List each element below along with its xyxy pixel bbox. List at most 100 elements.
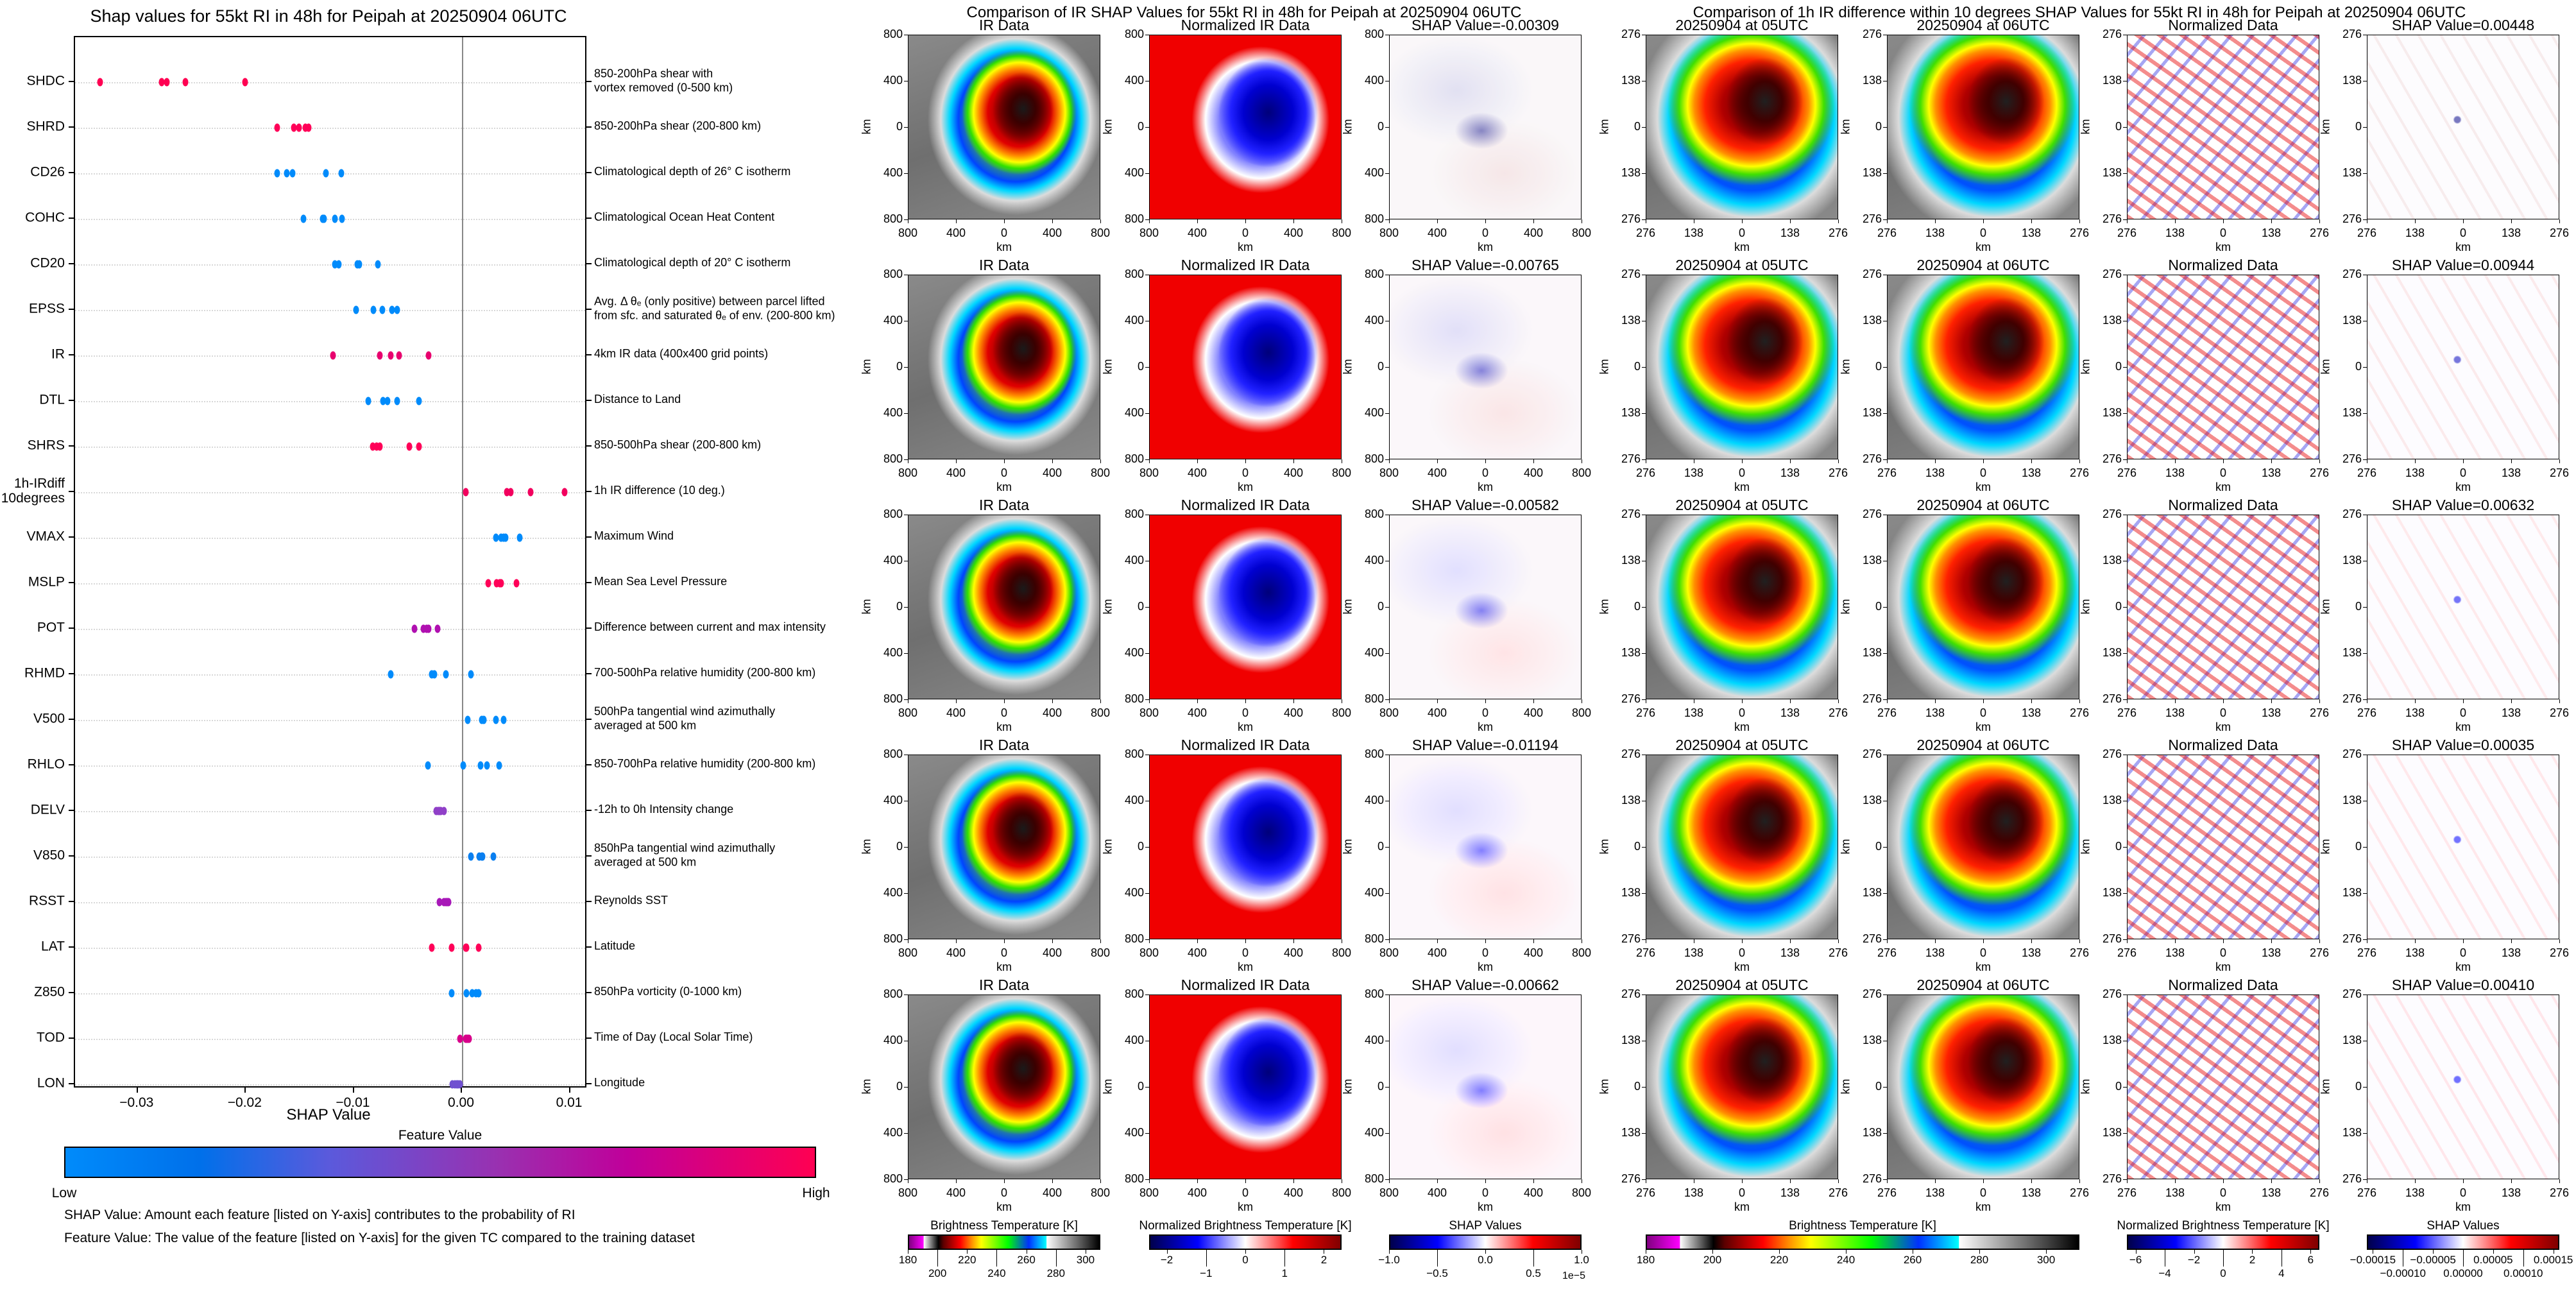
y-tick	[1883, 653, 1887, 654]
image-panel	[908, 755, 1100, 939]
y-tick-label: 138	[1621, 794, 1641, 807]
gridline	[75, 993, 585, 994]
colorbar-tick	[2252, 1250, 2253, 1254]
right-tick	[586, 491, 592, 492]
y-tick-label: 400	[883, 794, 903, 807]
colorbar-tick	[1166, 1250, 1168, 1254]
y-tick	[904, 459, 908, 460]
x-tick	[1935, 1179, 1936, 1183]
y-tick-label: 800	[1124, 692, 1144, 705]
y-axis-label: km	[2319, 599, 2332, 615]
y-tick-label: 0	[1137, 360, 1144, 373]
colorbar-tick-label: 200	[1703, 1254, 1722, 1266]
x-tick-label: 138	[2165, 466, 2185, 479]
data-point	[425, 624, 432, 633]
x-tick-label: 800	[898, 466, 918, 479]
x-tick-label: 138	[1925, 226, 1945, 239]
y-tick	[904, 1087, 908, 1088]
y-tick-label: 800	[883, 747, 903, 760]
x-tick	[1887, 219, 1888, 223]
y-tick	[69, 445, 74, 447]
y-tick	[1642, 653, 1646, 654]
x-tick	[1245, 939, 1246, 943]
y-axis-label: km	[1101, 839, 1114, 855]
panel-title: IR Data	[979, 257, 1029, 273]
y-tick-label: 0	[1377, 600, 1384, 613]
x-tick-label: 138	[2405, 706, 2425, 719]
y-tick	[1883, 1087, 1887, 1088]
image-panel	[1389, 275, 1582, 459]
x-axis-label: km	[2215, 481, 2231, 493]
y-tick-label: 800	[1364, 28, 1384, 40]
image-panel	[1646, 755, 1838, 939]
y-tick	[1145, 847, 1149, 848]
x-tick-label: 276	[2309, 706, 2330, 719]
y-tick	[1642, 1133, 1646, 1134]
y-tick	[1642, 1179, 1646, 1180]
x-axis-label: km	[2215, 1200, 2231, 1213]
colorbar-tick	[1485, 1250, 1486, 1254]
gridline	[75, 173, 585, 175]
y-tick	[69, 263, 74, 264]
gridline	[75, 948, 585, 949]
x-tick-label: 400	[1523, 946, 1544, 959]
x-tick	[2271, 1179, 2272, 1183]
image-panel	[2127, 35, 2319, 219]
x-tick-label: 400	[1187, 226, 1207, 239]
x-tick	[1838, 699, 1839, 703]
y-tick-label: 138	[1862, 554, 1882, 567]
y-tick-label: 800	[1124, 747, 1144, 760]
y-tick-label: 0	[1137, 840, 1144, 853]
right-tick	[586, 172, 592, 173]
x-tick	[1485, 699, 1486, 703]
colorbar-tick	[2523, 1250, 2524, 1267]
y-tick-label: 800	[1124, 212, 1144, 225]
x-tick	[1052, 699, 1053, 703]
y-tick-label: 800	[1364, 692, 1384, 705]
colorbar-title: Brightness Temperature [K]	[1789, 1219, 1936, 1233]
x-tick	[1245, 699, 1246, 703]
x-tick	[1052, 219, 1053, 223]
x-tick-label: 0	[1000, 466, 1008, 479]
x-tick	[1935, 699, 1936, 703]
x-tick-label: 138	[2501, 1186, 2521, 1199]
data-point	[274, 123, 280, 132]
y-tick	[1145, 939, 1149, 940]
y-tick-label: 276	[2102, 212, 2122, 225]
gridline	[75, 811, 585, 812]
y-tick-label: 138	[1862, 314, 1882, 327]
colorbar-tick-label: 240	[1836, 1254, 1855, 1266]
x-tick	[1742, 699, 1743, 703]
y-tick-label: 276	[2342, 692, 2362, 705]
y-tick-label: 400	[883, 886, 903, 899]
y-tick-label: COHC	[25, 210, 65, 225]
y-tick	[904, 1179, 908, 1180]
x-tick	[1485, 219, 1486, 223]
y-tick-label: 0	[1633, 840, 1641, 853]
x-tick-label: 138	[2021, 706, 2042, 719]
image-panel	[2127, 275, 2319, 459]
y-tick-label: 0	[2115, 1080, 2122, 1093]
y-tick-label: 800	[1124, 932, 1144, 945]
gridline	[75, 219, 585, 220]
x-tick	[2511, 459, 2512, 463]
y-axis-label: km	[860, 119, 873, 135]
y-tick-label: 0	[1377, 1080, 1384, 1093]
x-tick	[1983, 1179, 1984, 1183]
x-axis-label: km	[1975, 241, 1991, 253]
x-tick-label: 276	[2549, 1186, 2570, 1199]
y-tick-label: 276	[2342, 452, 2362, 465]
x-tick	[2127, 219, 2128, 223]
y-tick-label: 0	[1633, 360, 1641, 373]
gridline	[75, 310, 585, 311]
x-tick	[1533, 1179, 1534, 1183]
x-tick-label: 276	[2549, 706, 2570, 719]
colorbar-tick-label: 1.0	[1574, 1254, 1589, 1266]
x-tick	[1389, 939, 1390, 943]
x-tick-label: 0	[1979, 946, 1987, 959]
y-tick	[1385, 459, 1389, 460]
y-tick	[1883, 459, 1887, 460]
image-panel	[908, 994, 1100, 1179]
x-tick-label: 0	[1738, 466, 1746, 479]
x-tick-label: 276	[2069, 706, 2090, 719]
